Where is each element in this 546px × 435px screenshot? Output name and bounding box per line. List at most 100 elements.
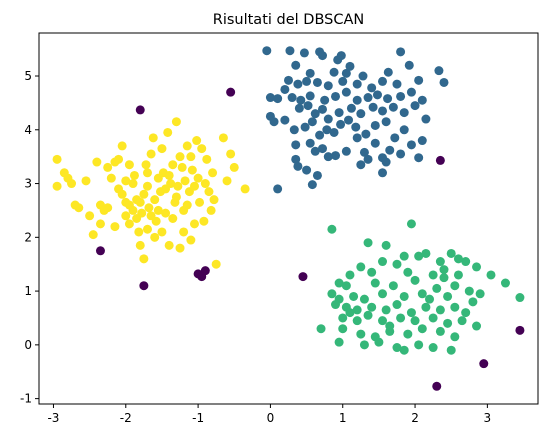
point-cluster_bottom-15 [439, 273, 449, 283]
point-cluster_top-71 [361, 129, 371, 139]
point-cluster_left-75 [110, 222, 120, 232]
point-cluster_top-47 [310, 109, 320, 119]
point-cluster_left-22 [124, 219, 134, 229]
point-cluster_left-87 [182, 200, 192, 210]
point-cluster_left-26 [134, 227, 144, 237]
point-cluster_left-39 [157, 144, 167, 154]
point-cluster_left-70 [218, 133, 228, 143]
point-cluster_bottom-81 [468, 297, 478, 307]
point-cluster_left-61 [197, 144, 207, 154]
point-noise-6 [200, 266, 210, 276]
x-tick-label: 3 [484, 411, 492, 425]
point-cluster_top-72 [370, 120, 380, 130]
point-cluster_left-81 [150, 232, 160, 242]
point-cluster_bottom-57 [338, 324, 348, 334]
point-cluster_top-12 [329, 67, 339, 77]
point-cluster_bottom-17 [486, 270, 496, 280]
point-cluster_left-58 [192, 136, 202, 146]
point-cluster_bottom-74 [453, 254, 463, 264]
point-cluster_top-74 [390, 133, 400, 143]
point-cluster_bottom-46 [515, 293, 525, 303]
point-cluster_top-64 [307, 117, 317, 127]
point-cluster_bottom-35 [331, 300, 341, 310]
point-cluster_left-91 [103, 162, 113, 172]
point-cluster_left-79 [139, 254, 149, 264]
point-cluster_bottom-0 [327, 224, 337, 234]
point-cluster_left-3 [52, 181, 62, 191]
point-cluster_top-99 [414, 153, 424, 163]
point-cluster_top-27 [392, 79, 402, 89]
y-tick-label: 2 [24, 230, 32, 244]
y-tick-label: 0 [24, 338, 32, 352]
point-cluster_top-4 [317, 51, 327, 61]
point-cluster_top-11 [305, 68, 315, 78]
point-cluster_left-35 [150, 195, 160, 205]
point-cluster_left-85 [171, 192, 181, 202]
point-cluster_bottom-52 [410, 316, 420, 326]
point-cluster_left-82 [153, 205, 163, 215]
point-cluster_bottom-82 [345, 308, 355, 318]
point-cluster_top-48 [317, 104, 327, 114]
point-cluster_top-58 [421, 114, 431, 124]
point-cluster_left-4 [67, 179, 77, 189]
point-cluster_left-86 [179, 227, 189, 237]
point-cluster_bottom-47 [338, 313, 348, 323]
point-cluster_bottom-22 [388, 281, 398, 291]
point-cluster_top-93 [312, 170, 322, 180]
point-cluster_bottom-39 [381, 305, 391, 315]
point-cluster_bottom-76 [399, 251, 409, 261]
point-cluster_left-29 [139, 189, 149, 199]
point-cluster_top-33 [296, 95, 306, 105]
point-cluster_left-71 [222, 176, 232, 186]
point-cluster_left-96 [175, 152, 185, 162]
point-cluster_top-10 [291, 60, 301, 70]
point-cluster_bottom-78 [450, 281, 460, 291]
point-cluster_top-29 [439, 77, 449, 87]
point-cluster_bottom-18 [500, 278, 510, 288]
point-cluster_left-89 [186, 235, 196, 245]
point-cluster_bottom-70 [399, 345, 409, 355]
point-cluster_left-42 [163, 127, 173, 137]
point-cluster_top-91 [293, 161, 303, 171]
point-cluster_left-7 [85, 211, 95, 221]
point-cluster_top-36 [331, 91, 341, 101]
point-cluster_top-20 [302, 76, 312, 86]
point-cluster_bottom-67 [359, 340, 369, 350]
point-cluster_bottom-38 [367, 302, 377, 312]
point-cluster_top-44 [417, 95, 427, 105]
point-cluster_bottom-43 [435, 305, 445, 315]
point-cluster_left-80 [142, 224, 152, 234]
point-noise-8 [435, 155, 445, 165]
point-cluster_left-66 [206, 205, 216, 215]
point-cluster_top-78 [305, 138, 315, 148]
point-cluster_top-80 [317, 144, 327, 154]
point-cluster_bottom-28 [349, 291, 359, 301]
point-cluster_left-83 [161, 208, 171, 218]
point-cluster_top-2 [299, 48, 309, 58]
point-cluster_bottom-42 [421, 302, 431, 312]
point-cluster_left-17 [114, 154, 124, 164]
point-cluster_left-55 [186, 152, 196, 162]
point-cluster_bottom-58 [356, 329, 366, 339]
point-cluster_top-96 [363, 154, 373, 164]
point-cluster_top-8 [404, 60, 414, 70]
point-cluster_bottom-4 [414, 251, 424, 261]
point-cluster_left-50 [177, 162, 187, 172]
point-noise-3 [139, 281, 149, 291]
point-cluster_left-44 [166, 179, 176, 189]
point-cluster_bottom-66 [334, 337, 344, 347]
point-cluster_bottom-21 [370, 278, 380, 288]
point-cluster_bottom-23 [410, 275, 420, 285]
ticks-layer: -3 -2 -1 0 1 2 3 -1 0 1 2 3 4 5 [20, 69, 491, 425]
point-cluster_left-14 [95, 219, 105, 229]
point-cluster_left-93 [146, 211, 156, 221]
point-cluster_top-62 [289, 125, 299, 135]
point-cluster_left-65 [204, 187, 214, 197]
point-cluster_bottom-20 [341, 281, 351, 291]
point-cluster_bottom-71 [414, 340, 424, 350]
point-cluster_top-38 [352, 95, 362, 105]
point-cluster_left-24 [129, 170, 139, 180]
point-cluster_left-84 [168, 214, 178, 223]
point-cluster_left-92 [135, 197, 145, 207]
point-cluster_bottom-13 [403, 267, 413, 277]
